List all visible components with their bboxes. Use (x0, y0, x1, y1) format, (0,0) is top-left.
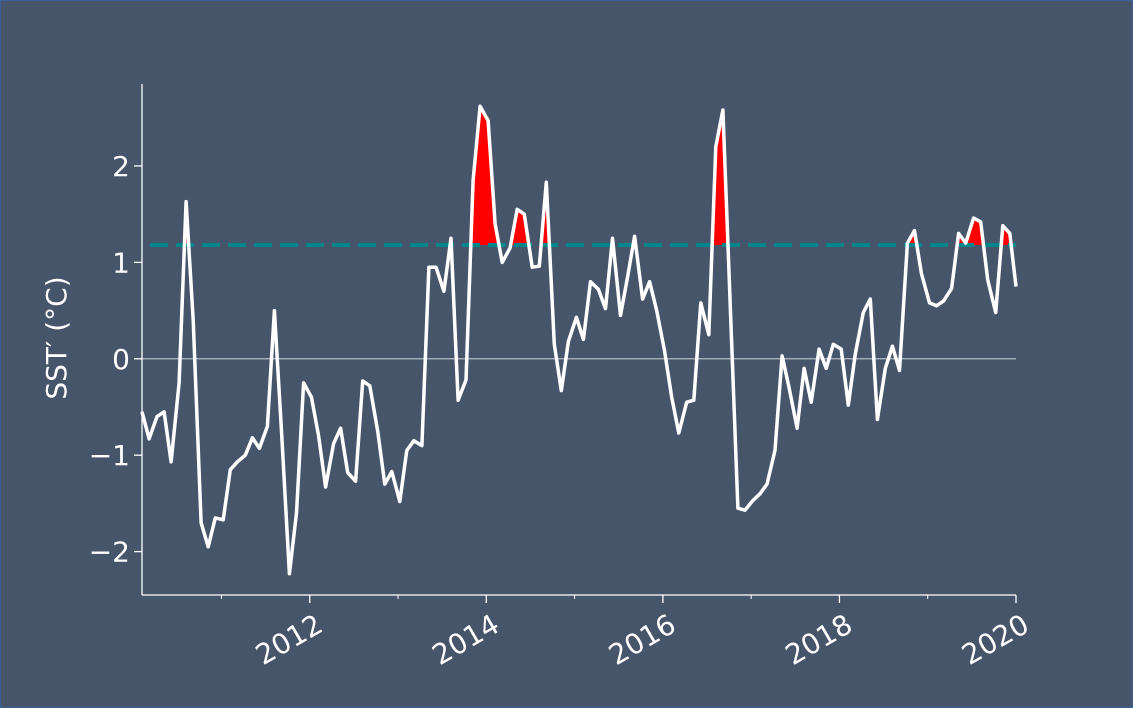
y-tick-label: 1 (112, 246, 130, 279)
above-threshold-fill-layer (184, 106, 1012, 246)
x-tick-label: 2018 (780, 608, 858, 672)
y-tick-label: −1 (89, 439, 130, 472)
sst-series-line (140, 104, 1018, 576)
y-axis-ticks: −2 −1 0 1 2 (89, 150, 142, 569)
x-axis-ticks: 2012 2014 2016 2018 2020 (220, 595, 1035, 672)
x-tick-label: 2012 (250, 608, 328, 672)
y-tick-label: 2 (112, 150, 130, 183)
y-tick-label: −2 (89, 536, 130, 569)
x-tick-label: 2014 (427, 608, 505, 672)
y-tick-label: 0 (112, 343, 130, 376)
y-axis-label: SST′ (°C) (40, 276, 73, 399)
x-tick-label: 2020 (956, 608, 1034, 672)
x-tick-label: 2016 (603, 608, 681, 672)
